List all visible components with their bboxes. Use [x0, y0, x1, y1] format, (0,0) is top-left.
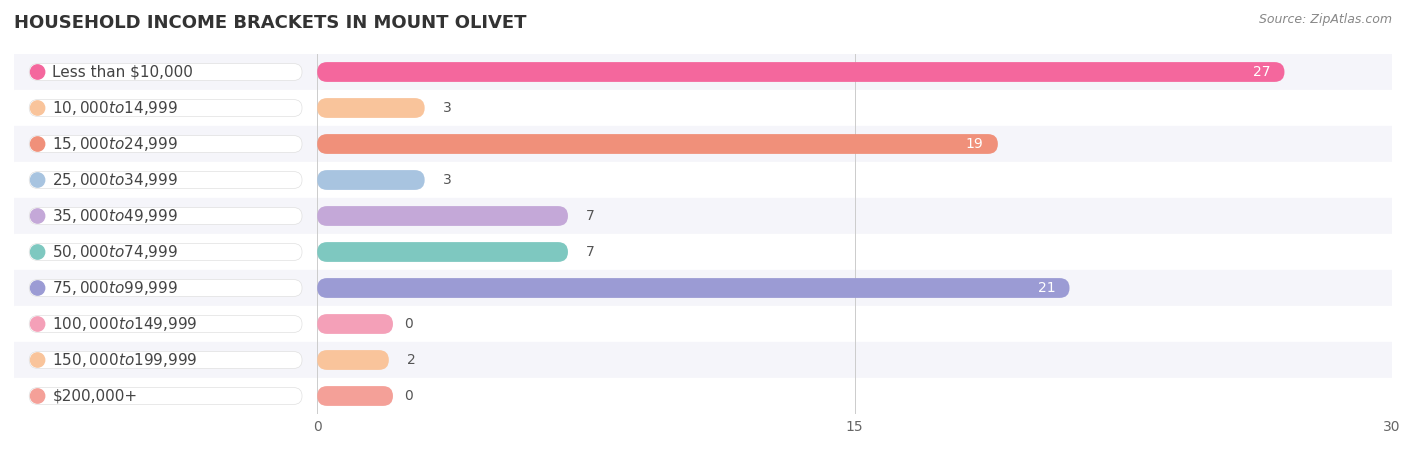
Bar — [14, 54, 1392, 90]
FancyBboxPatch shape — [318, 98, 425, 118]
Bar — [14, 342, 1392, 378]
Text: $15,000 to $24,999: $15,000 to $24,999 — [52, 135, 179, 153]
Circle shape — [31, 209, 45, 223]
Text: 7: 7 — [586, 209, 595, 223]
Text: 3: 3 — [443, 173, 451, 187]
Text: 21: 21 — [1038, 281, 1054, 295]
FancyBboxPatch shape — [318, 134, 998, 154]
FancyBboxPatch shape — [30, 99, 302, 117]
Text: $100,000 to $149,999: $100,000 to $149,999 — [52, 315, 198, 333]
FancyBboxPatch shape — [318, 242, 568, 262]
FancyBboxPatch shape — [318, 206, 568, 226]
FancyBboxPatch shape — [30, 351, 302, 369]
Bar — [14, 90, 1392, 126]
Text: 7: 7 — [586, 245, 595, 259]
Bar — [14, 306, 1392, 342]
Text: $200,000+: $200,000+ — [52, 388, 138, 404]
FancyBboxPatch shape — [318, 314, 394, 334]
Text: Less than $10,000: Less than $10,000 — [52, 64, 193, 80]
FancyBboxPatch shape — [318, 350, 389, 370]
Text: HOUSEHOLD INCOME BRACKETS IN MOUNT OLIVET: HOUSEHOLD INCOME BRACKETS IN MOUNT OLIVE… — [14, 14, 527, 32]
Bar — [14, 126, 1392, 162]
Circle shape — [31, 101, 45, 115]
FancyBboxPatch shape — [318, 170, 425, 190]
FancyBboxPatch shape — [318, 62, 1285, 82]
FancyBboxPatch shape — [30, 207, 302, 225]
Text: 19: 19 — [966, 137, 984, 151]
Text: $50,000 to $74,999: $50,000 to $74,999 — [52, 243, 179, 261]
FancyBboxPatch shape — [30, 63, 302, 81]
Text: 2: 2 — [406, 353, 416, 367]
Text: 27: 27 — [1253, 65, 1270, 79]
Text: 0: 0 — [404, 317, 412, 331]
Text: $25,000 to $34,999: $25,000 to $34,999 — [52, 171, 179, 189]
Circle shape — [31, 353, 45, 367]
Bar — [14, 162, 1392, 198]
FancyBboxPatch shape — [30, 243, 302, 261]
Bar — [14, 234, 1392, 270]
Circle shape — [31, 245, 45, 259]
Text: $10,000 to $14,999: $10,000 to $14,999 — [52, 99, 179, 117]
FancyBboxPatch shape — [30, 171, 302, 189]
Bar — [14, 378, 1392, 414]
Text: Source: ZipAtlas.com: Source: ZipAtlas.com — [1258, 14, 1392, 27]
Bar — [14, 270, 1392, 306]
FancyBboxPatch shape — [318, 386, 394, 406]
Text: 0: 0 — [404, 389, 412, 403]
Text: $35,000 to $49,999: $35,000 to $49,999 — [52, 207, 179, 225]
Text: 3: 3 — [443, 101, 451, 115]
Circle shape — [31, 389, 45, 403]
Circle shape — [31, 173, 45, 187]
Text: $75,000 to $99,999: $75,000 to $99,999 — [52, 279, 179, 297]
Bar — [14, 198, 1392, 234]
FancyBboxPatch shape — [30, 135, 302, 153]
FancyBboxPatch shape — [30, 279, 302, 297]
Circle shape — [31, 137, 45, 151]
Text: $150,000 to $199,999: $150,000 to $199,999 — [52, 351, 198, 369]
Circle shape — [31, 281, 45, 295]
FancyBboxPatch shape — [318, 278, 1070, 298]
Circle shape — [31, 65, 45, 79]
FancyBboxPatch shape — [30, 315, 302, 333]
FancyBboxPatch shape — [30, 387, 302, 405]
Circle shape — [31, 317, 45, 331]
